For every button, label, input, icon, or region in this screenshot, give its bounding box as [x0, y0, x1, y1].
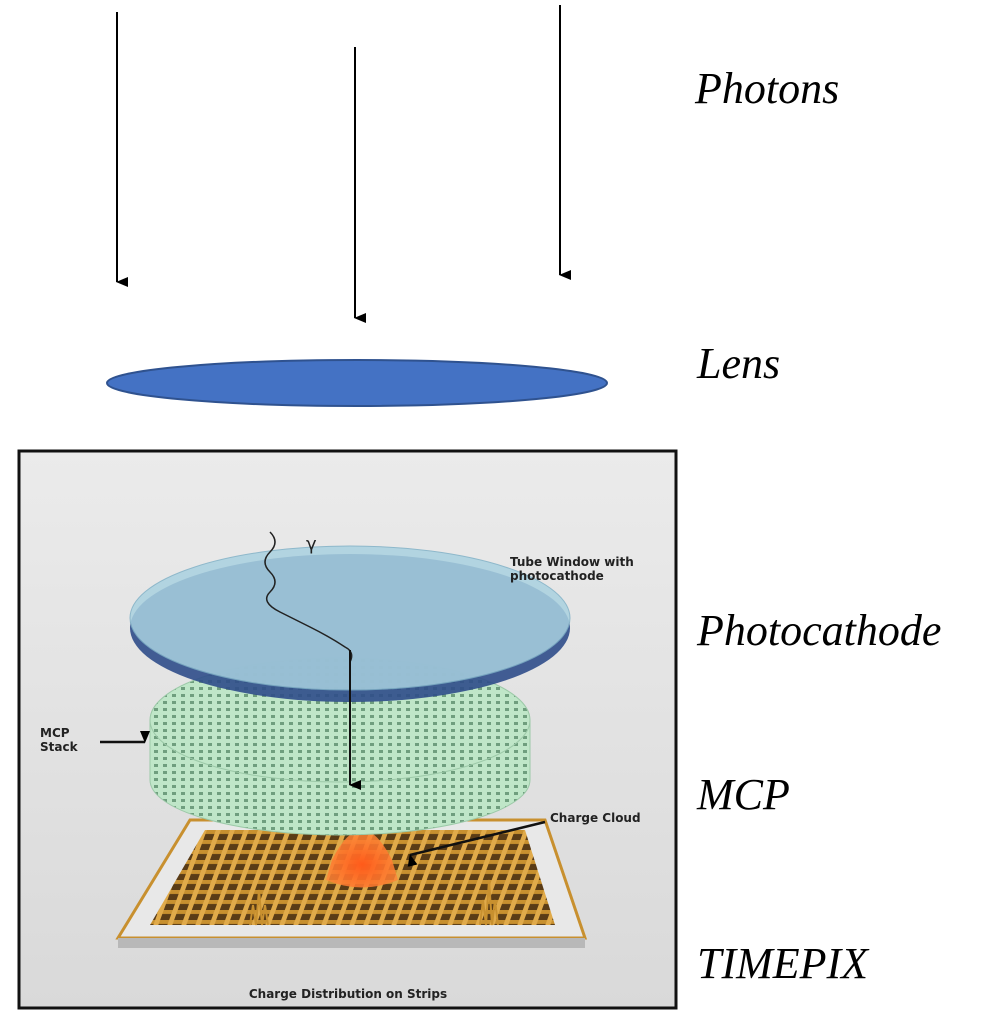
- tube-window-label: photocathode: [510, 569, 604, 583]
- gamma-label: γ: [306, 534, 317, 555]
- lens-label: Lens: [696, 339, 780, 388]
- charge-distribution-label: Charge Distribution on Strips: [249, 987, 447, 1001]
- charge-cloud-label: Charge Cloud: [550, 811, 641, 825]
- photocathode-label: Photocathode: [696, 606, 941, 655]
- photons-label: Photons: [694, 64, 839, 113]
- diagram: γ Tube Window with photocathode MCP Stac…: [0, 0, 990, 1010]
- mcp-stack-label: MCP: [40, 726, 70, 740]
- lens: [107, 360, 607, 406]
- mcp-stack-label: Stack: [40, 740, 79, 754]
- mcp-label: MCP: [696, 770, 790, 819]
- detector-image: γ Tube Window with photocathode MCP Stac…: [19, 451, 676, 1008]
- timepix-label: TIMEPIX: [697, 939, 870, 988]
- tube-window-label: Tube Window with: [510, 555, 634, 569]
